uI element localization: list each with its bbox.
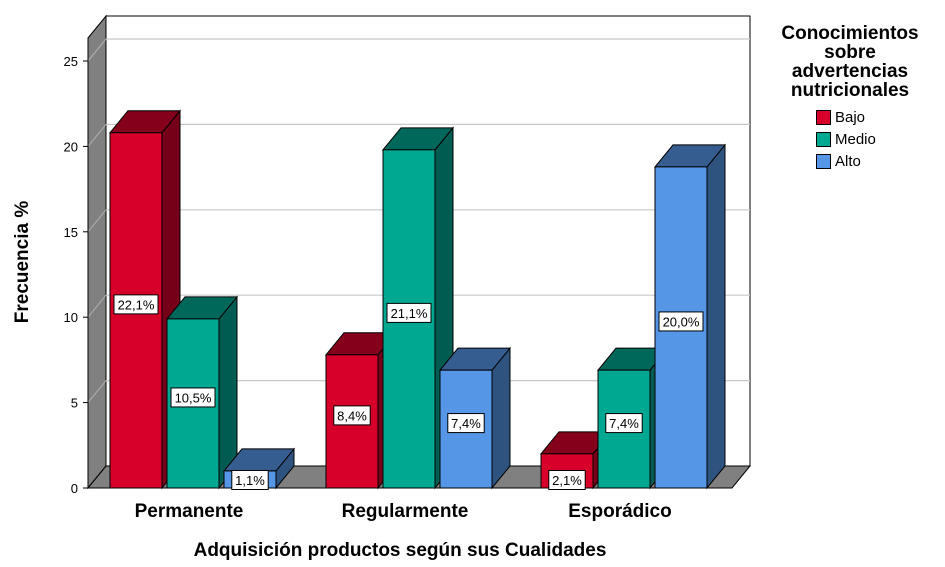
data-label-box: [605, 413, 643, 434]
data-label: 2,1%: [548, 470, 586, 490]
legend-swatch: [816, 153, 831, 169]
data-label-box: [113, 294, 159, 315]
data-label: 21,1%: [386, 302, 432, 323]
legend-swatch: [816, 109, 831, 125]
data-label-text: 2,1%: [552, 473, 582, 488]
data-label: 7,4%: [605, 413, 643, 434]
data-label-text: 7,4%: [451, 416, 481, 431]
y-tick-label: 25: [64, 54, 78, 69]
legend: Conocimientos sobre advertencias nutriciona…: [760, 24, 940, 172]
legend-items: Bajo Medio Alto: [760, 106, 940, 172]
data-label-text: 8,4%: [337, 408, 367, 423]
x-axis-categories: Permanente Regularmente Esporádico: [135, 501, 672, 522]
grid-line-side: [87, 380, 107, 403]
left-wall: [87, 14, 107, 490]
data-label-text: 7,4%: [609, 416, 639, 431]
y-tick-label: 20: [64, 139, 78, 154]
data-label-box: [548, 470, 586, 490]
legend-label: Bajo: [835, 108, 866, 126]
y-tick-label: 10: [64, 310, 78, 325]
x-category-label: Esporádico: [568, 501, 671, 522]
data-label: 7,4%: [447, 413, 485, 434]
y-axis-title: Frecuencia %: [12, 201, 33, 324]
legend-item: Bajo: [816, 106, 940, 128]
data-label: 22,1%: [113, 294, 159, 315]
legend-title: Conocimientos sobre advertencias nutriciona…: [760, 24, 940, 100]
data-label-box: [386, 302, 432, 323]
data-label-box: [170, 387, 216, 408]
data-label-text: 20,0%: [663, 314, 700, 329]
legend-item: Alto: [816, 150, 940, 172]
y-tick-label: 5: [71, 396, 78, 411]
legend-item: Medio: [816, 128, 940, 150]
data-label-box: [231, 470, 269, 490]
legend-title-line: sobre: [824, 42, 876, 63]
x-category-label: Regularmente: [342, 501, 469, 522]
data-label-text: 22,1%: [118, 297, 155, 312]
bar-side: [491, 346, 511, 490]
data-label-text: 21,1%: [391, 306, 428, 321]
legend-title-line: advertencias: [791, 61, 909, 82]
grid-line-side: [87, 38, 107, 62]
data-label: 10,5%: [170, 387, 216, 408]
data-label: 1,1%: [231, 470, 269, 490]
data-label-box: [658, 311, 704, 332]
grid-line-side: [87, 124, 107, 147]
legend-title-line: Conocimientos: [781, 23, 919, 44]
legend-label: Alto: [835, 152, 861, 170]
legend-label: Medio: [835, 130, 876, 148]
grid-line-side: [87, 209, 107, 233]
x-axis-title: Adquisición productos según sus Cualidad…: [194, 540, 607, 561]
data-label-text: 1,1%: [235, 473, 265, 488]
data-labels: 22,1% 10,5% 1,1% 8,4% 21,1% 7,4% 2,1% 7,4% 20,0%: [113, 294, 704, 490]
legend-swatch: [816, 131, 831, 147]
data-label: 20,0%: [658, 311, 704, 332]
data-label: 8,4%: [333, 405, 371, 426]
y-tick-label: 15: [64, 225, 78, 240]
bar-side: [706, 143, 726, 490]
legend-title-line: nutricionales: [790, 80, 910, 101]
data-label-text: 10,5%: [175, 390, 212, 405]
y-axis-ticks: 0 5 10 15 20 25: [64, 38, 89, 496]
data-label-box: [447, 413, 485, 434]
data-label-box: [333, 405, 371, 426]
grid-line-side: [87, 294, 107, 318]
x-category-label: Permanente: [135, 501, 244, 522]
y-tick-label: 0: [71, 481, 78, 496]
